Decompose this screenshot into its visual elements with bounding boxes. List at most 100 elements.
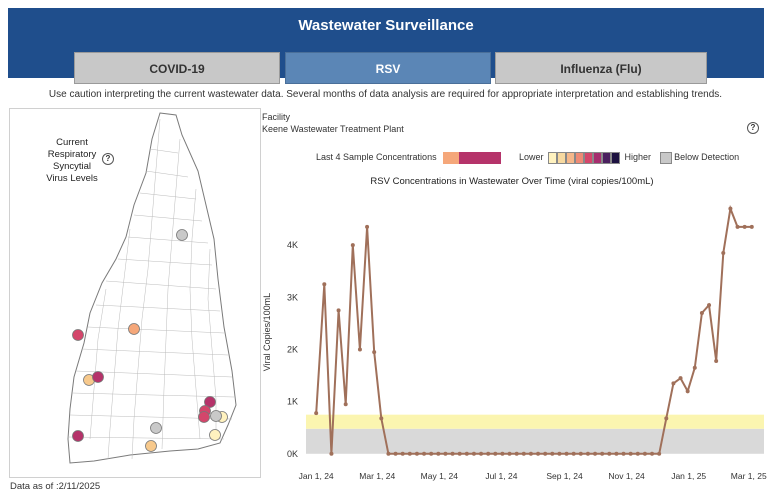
lower-label: Lower: [519, 152, 544, 162]
scale-swatch: [575, 151, 585, 164]
data-point[interactable]: [436, 451, 441, 456]
data-point[interactable]: [414, 451, 419, 456]
facility-name[interactable]: Keene Wastewater Treatment Plant: [262, 124, 404, 134]
data-point[interactable]: [678, 376, 683, 381]
site-marker[interactable]: [204, 396, 216, 408]
data-point[interactable]: [536, 451, 541, 456]
data-point[interactable]: [343, 402, 348, 407]
data-point[interactable]: [564, 451, 569, 456]
data-point[interactable]: [550, 451, 555, 456]
data-point[interactable]: [443, 451, 448, 456]
data-point[interactable]: [635, 451, 640, 456]
data-point[interactable]: [521, 451, 526, 456]
scale-swatch: [584, 151, 594, 164]
data-point[interactable]: [742, 224, 747, 229]
data-point[interactable]: [671, 381, 676, 386]
data-point[interactable]: [707, 303, 712, 308]
site-marker[interactable]: [209, 429, 221, 441]
data-point[interactable]: [714, 358, 719, 363]
last4-swatch: [443, 151, 460, 164]
scale-legend: Lower Higher Below Detection: [519, 150, 739, 164]
data-point[interactable]: [607, 451, 612, 456]
data-point[interactable]: [621, 451, 626, 456]
data-point[interactable]: [379, 416, 384, 421]
data-point[interactable]: [486, 451, 491, 456]
data-point[interactable]: [314, 411, 319, 416]
page-title: Wastewater Surveillance: [298, 17, 474, 34]
data-point[interactable]: [471, 451, 476, 456]
data-point[interactable]: [699, 310, 704, 315]
last4-swatch: [473, 151, 488, 164]
data-point[interactable]: [628, 451, 633, 456]
data-point[interactable]: [357, 347, 362, 352]
chart-help-icon[interactable]: ?: [747, 122, 759, 134]
site-marker[interactable]: [198, 411, 210, 423]
site-marker[interactable]: [72, 430, 84, 442]
data-point[interactable]: [735, 224, 740, 229]
nh-map[interactable]: [10, 109, 262, 479]
header-bar: Wastewater Surveillance COVID-19 RSV Inf…: [8, 8, 764, 84]
last4-swatch: [487, 151, 502, 164]
data-point[interactable]: [464, 451, 469, 456]
data-point[interactable]: [372, 350, 377, 355]
data-point[interactable]: [593, 451, 598, 456]
tab-influenza[interactable]: Influenza (Flu): [495, 52, 707, 84]
site-marker[interactable]: [128, 323, 140, 335]
data-point[interactable]: [664, 416, 669, 421]
site-marker[interactable]: [72, 329, 84, 341]
data-point[interactable]: [407, 451, 412, 456]
tab-covid-19[interactable]: COVID-19: [74, 52, 280, 84]
data-point[interactable]: [350, 243, 355, 248]
data-point[interactable]: [507, 451, 512, 456]
data-as-of: Data as of :2/11/2025: [10, 481, 101, 492]
data-point[interactable]: [685, 389, 690, 394]
x-tick-label: Nov 1, 24: [608, 471, 645, 481]
data-point[interactable]: [457, 451, 462, 456]
data-point[interactable]: [642, 451, 647, 456]
last4-legend: Last 4 Sample Concentrations: [316, 150, 502, 164]
site-marker[interactable]: [210, 410, 222, 422]
data-point[interactable]: [479, 451, 484, 456]
x-tick-label: Mar 1, 24: [359, 471, 395, 481]
data-point[interactable]: [543, 451, 548, 456]
data-point[interactable]: [336, 308, 341, 313]
data-point[interactable]: [721, 250, 726, 255]
data-point[interactable]: [657, 451, 662, 456]
data-point[interactable]: [650, 451, 655, 456]
data-point[interactable]: [393, 451, 398, 456]
map-help-icon[interactable]: ?: [102, 153, 114, 165]
data-point[interactable]: [749, 224, 754, 229]
data-point[interactable]: [450, 451, 455, 456]
below-detection-swatch: [659, 151, 672, 164]
data-point[interactable]: [557, 451, 562, 456]
data-point[interactable]: [422, 451, 427, 456]
data-point[interactable]: [329, 451, 334, 456]
site-marker[interactable]: [92, 371, 104, 383]
data-point[interactable]: [728, 206, 733, 211]
caution-notice: Use caution interpreting the current was…: [48, 89, 723, 100]
data-point[interactable]: [365, 224, 370, 229]
y-tick-label: 1K: [287, 397, 298, 407]
data-point[interactable]: [500, 451, 505, 456]
site-marker[interactable]: [145, 440, 157, 452]
threshold-band: [306, 414, 764, 429]
site-marker[interactable]: [176, 229, 188, 241]
data-point[interactable]: [571, 451, 576, 456]
data-point[interactable]: [585, 451, 590, 456]
y-axis-label: Viral Copies/100mL: [262, 293, 272, 371]
data-point[interactable]: [386, 451, 391, 456]
site-marker[interactable]: [150, 422, 162, 434]
chart-title: RSV Concentrations in Wastewater Over Ti…: [370, 176, 654, 187]
data-point[interactable]: [578, 451, 583, 456]
data-point[interactable]: [322, 282, 327, 287]
tab-rsv[interactable]: RSV: [285, 52, 491, 84]
data-point[interactable]: [514, 451, 519, 456]
data-point[interactable]: [493, 451, 498, 456]
data-point[interactable]: [528, 451, 533, 456]
data-point[interactable]: [600, 451, 605, 456]
x-tick-label: Mar 1, 25: [731, 471, 767, 481]
data-point[interactable]: [429, 451, 434, 456]
data-point[interactable]: [692, 365, 697, 370]
data-point[interactable]: [400, 451, 405, 456]
data-point[interactable]: [614, 451, 619, 456]
